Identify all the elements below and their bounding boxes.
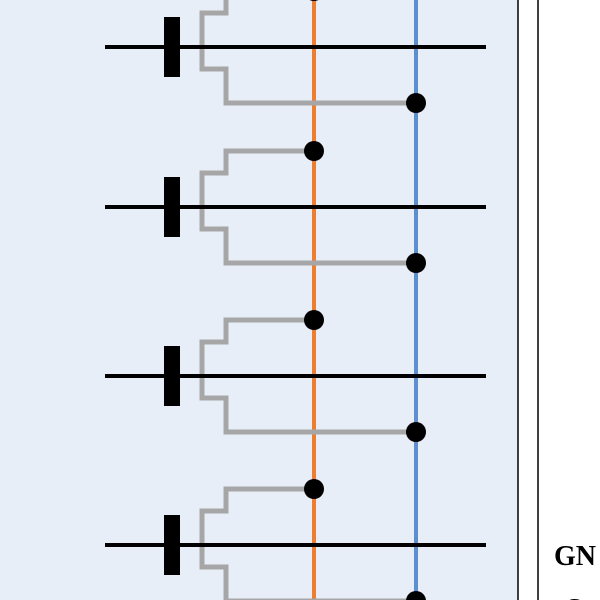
s-label: S (566, 594, 582, 600)
bit-line-node (304, 310, 324, 330)
memory-cell (105, 479, 486, 600)
bit-line-node (304, 141, 324, 161)
memory-cell (105, 310, 486, 442)
transistor-wire (199, 486, 416, 600)
source-line-node (406, 422, 426, 442)
transistor-wire (199, 317, 416, 435)
bit-line-node (304, 479, 324, 499)
gate-plate (164, 515, 180, 575)
memory-cell (105, 141, 486, 273)
gate-plate (164, 177, 180, 237)
source-line-node (406, 93, 426, 113)
transistor-wire (199, 148, 416, 266)
cells-layer (105, 0, 486, 600)
gate-plate (164, 346, 180, 406)
transistor-wire (199, 0, 416, 106)
source-line-node (406, 253, 426, 273)
bit-line-node (309, 0, 319, 1)
memory-cell (105, 0, 486, 113)
array-panel (0, 0, 518, 600)
gnd-label: GN (554, 541, 596, 572)
gate-plate (164, 17, 180, 77)
source-line-node (406, 591, 426, 600)
